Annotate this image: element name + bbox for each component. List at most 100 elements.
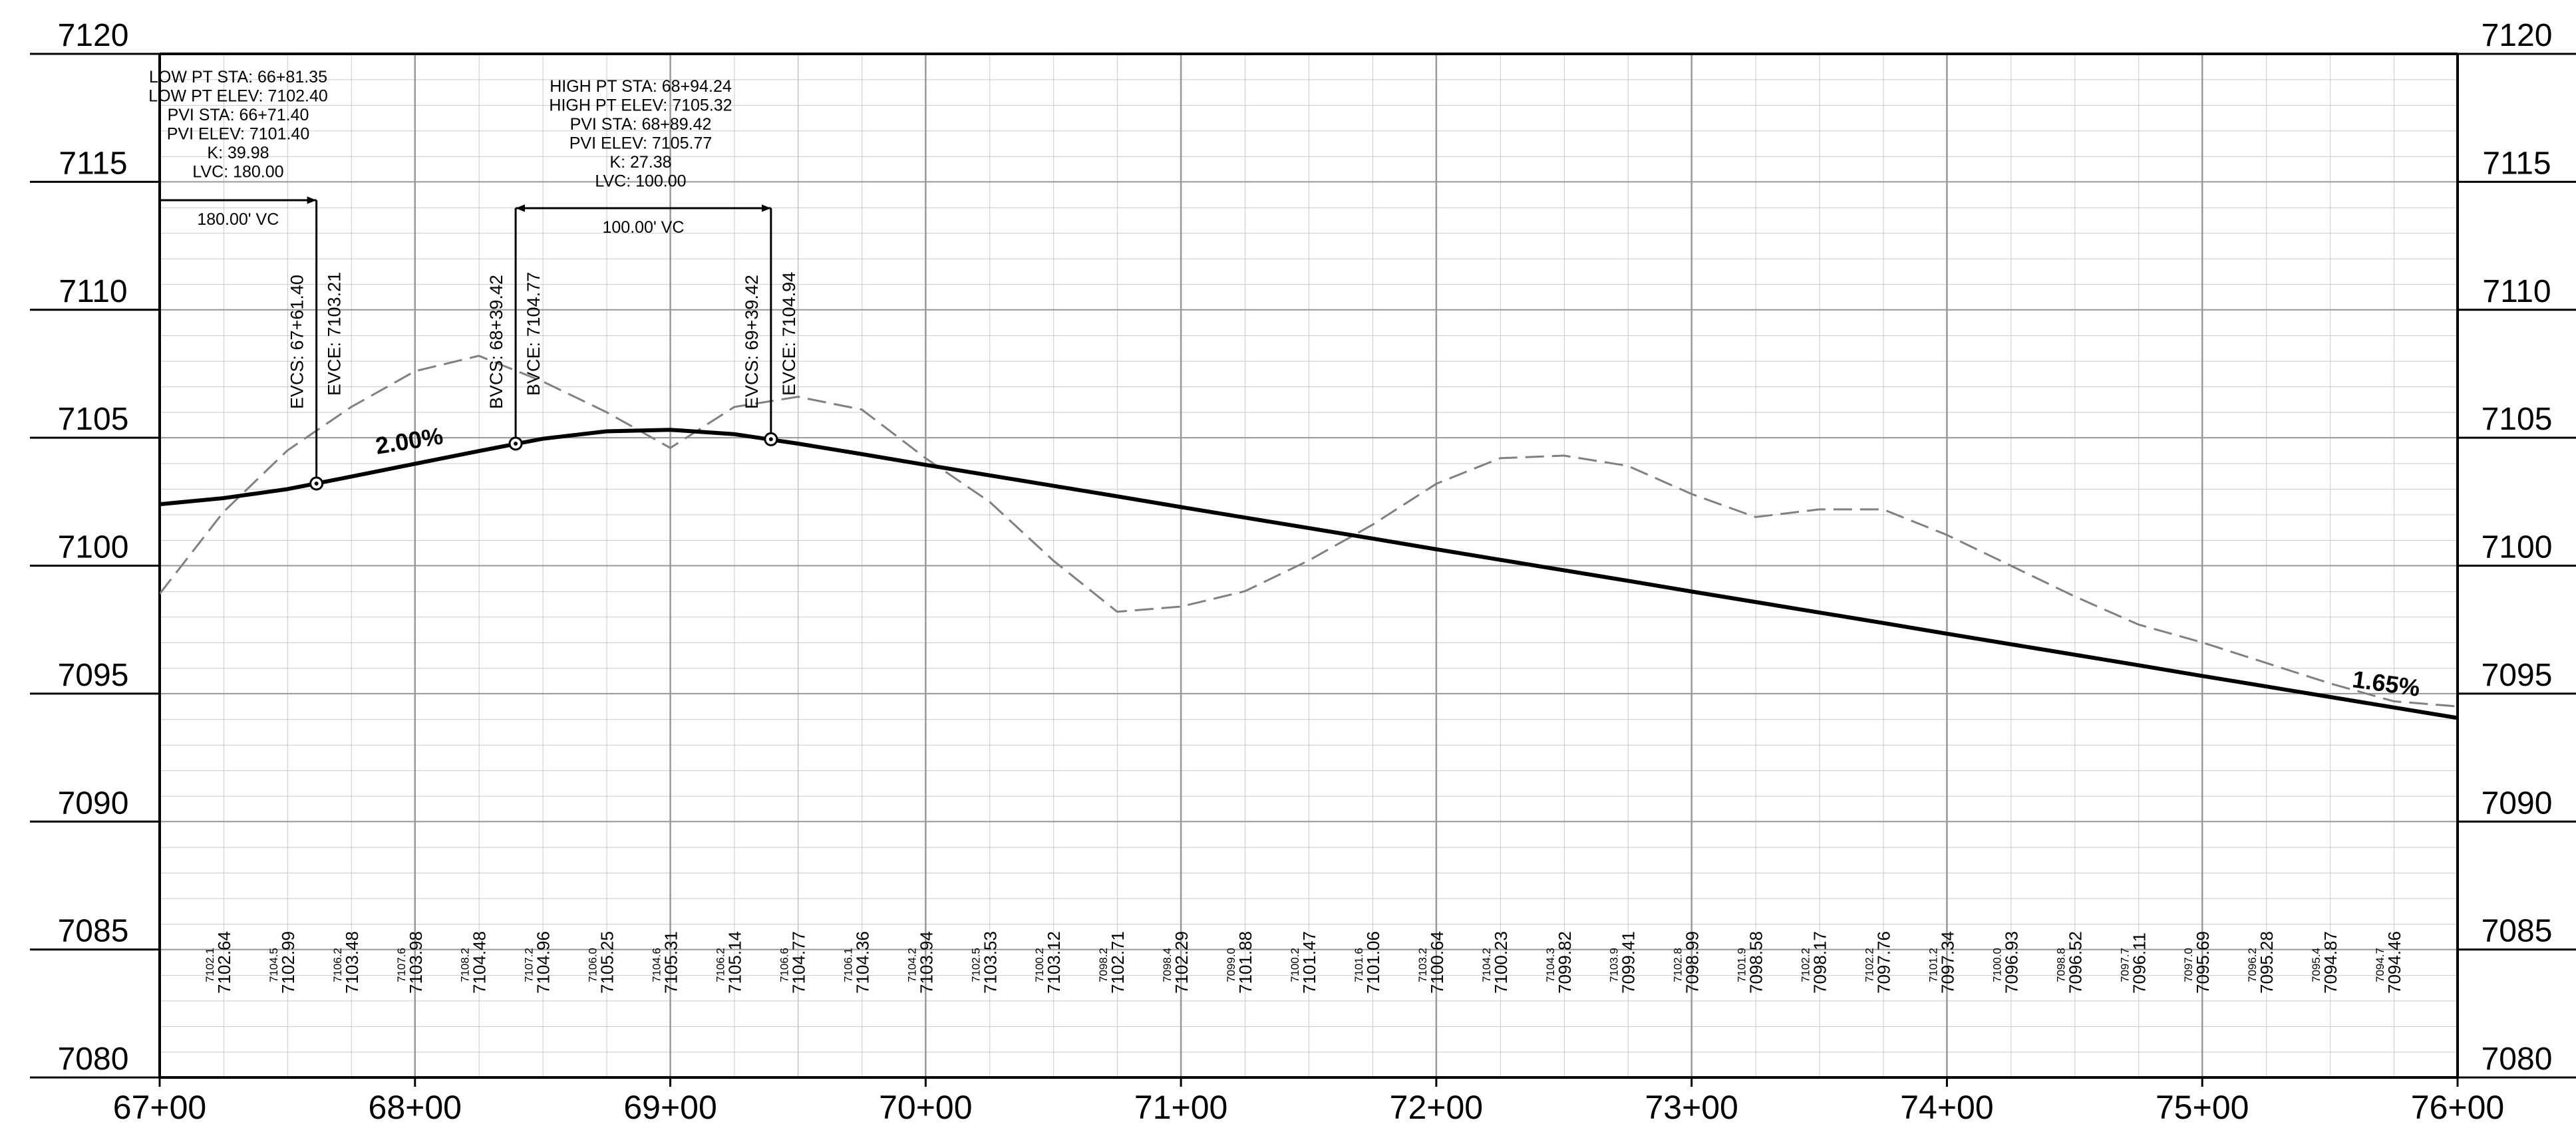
x-tick-label: 72+00 <box>1390 1089 1483 1126</box>
y-tick-label: 7110 <box>2482 274 2551 309</box>
proposed-elev-label: 7100.23 <box>1491 931 1511 994</box>
existing-elev-label: 7099.0 <box>1225 948 1237 982</box>
proposed-elev-label: 7102.99 <box>278 931 298 994</box>
proposed-elev-label: 7101.06 <box>1363 931 1383 994</box>
proposed-elev-label: 7103.48 <box>342 931 362 994</box>
curve-point-dot <box>314 481 319 486</box>
existing-elev-label: 7100.0 <box>1991 948 2003 982</box>
proposed-grade-line <box>160 428 2458 720</box>
curve-point-dot <box>514 441 518 446</box>
proposed-elev-label: 7103.94 <box>916 931 936 994</box>
y-tick-label: 7080 <box>2482 1042 2553 1077</box>
y-tick-label: 7080 <box>58 1042 129 1077</box>
curve-info: LOW PT ELEV: 7102.40 <box>148 87 328 106</box>
existing-elev-label: 7101.6 <box>1353 948 1365 982</box>
y-tick-label: 7105 <box>58 402 129 437</box>
curve-info: LVC: 100.00 <box>595 172 686 191</box>
proposed-elev-label: 7096.52 <box>2065 931 2085 994</box>
y-tick-label: 7095 <box>2482 658 2553 693</box>
existing-elev-label: 7102.2 <box>1863 948 1876 982</box>
station-label: BVCS: 68+39.42 <box>486 275 506 409</box>
proposed-elev-label: 7097.34 <box>1937 931 1957 994</box>
proposed-elev-label: 7098.99 <box>1683 931 1702 994</box>
curve-info: PVI STA: 66+71.40 <box>168 106 309 124</box>
existing-elev-label: 7103.9 <box>1608 948 1621 982</box>
proposed-elev-label: 7104.48 <box>470 931 490 994</box>
vc-length-label: 100.00' VC <box>602 218 684 237</box>
y-tick-label: 7115 <box>2482 146 2551 181</box>
y-tick-label: 7115 <box>59 146 127 181</box>
proposed-elev-label: 7097.76 <box>1874 931 1894 994</box>
y-tick-label: 7085 <box>2482 914 2553 949</box>
proposed-elev-label: 7105.25 <box>597 931 617 994</box>
existing-elev-label: 7101.9 <box>1736 948 1748 982</box>
proposed-elev-label: 7096.11 <box>2129 932 2149 994</box>
proposed-elev-label: 7098.17 <box>1810 931 1830 994</box>
proposed-elev-label: 7102.64 <box>214 931 234 994</box>
existing-elev-label: 7106.0 <box>587 948 599 982</box>
x-tick-label: 67+00 <box>113 1089 206 1126</box>
proposed-elev-label: 7102.29 <box>1172 931 1192 994</box>
curve-info: HIGH PT ELEV: 7105.32 <box>549 96 732 115</box>
existing-elev-label: 7098.4 <box>1161 948 1174 982</box>
proposed-elev-label: 7104.96 <box>534 931 554 994</box>
y-tick-label: 7110 <box>59 274 127 309</box>
existing-elev-label: 7094.7 <box>2374 948 2386 982</box>
proposed-elev-label: 7105.14 <box>725 931 745 994</box>
existing-elev-label: 7097.0 <box>2182 948 2195 982</box>
existing-elev-label: 7106.2 <box>715 948 727 982</box>
existing-elev-label: 7096.2 <box>2246 948 2259 982</box>
elev-label: BVCE: 7104.77 <box>524 272 544 396</box>
existing-elev-label: 7103.2 <box>1416 948 1429 982</box>
x-tick-label: 75+00 <box>2156 1089 2249 1126</box>
existing-elev-label: 7102.8 <box>1672 948 1685 982</box>
existing-elev-label: 7098.2 <box>1097 948 1110 982</box>
proposed-elev-label: 7095.69 <box>2193 931 2213 994</box>
existing-elev-label: 7104.6 <box>651 948 663 982</box>
proposed-elev-label: 7094.87 <box>2321 931 2340 994</box>
curve-info: PVI ELEV: 7101.40 <box>167 125 310 144</box>
proposed-elev-label: 7098.58 <box>1746 931 1766 994</box>
vc-length-label: 180.00' VC <box>197 210 279 229</box>
proposed-elev-label: 7102.71 <box>1108 931 1128 994</box>
curve-info: K: 39.98 <box>207 144 269 162</box>
existing-elev-label: 7098.8 <box>2054 948 2067 982</box>
y-tick-label: 7120 <box>2482 18 2553 53</box>
x-tick-label: 68+00 <box>369 1089 462 1126</box>
proposed-elev-label: 7096.93 <box>2001 931 2021 994</box>
proposed-elev-label: 7099.82 <box>1555 931 1575 994</box>
x-tick-label: 69+00 <box>623 1089 717 1126</box>
y-tick-label: 7120 <box>58 18 129 53</box>
y-tick-label: 7090 <box>58 785 129 821</box>
proposed-elev-label: 7103.98 <box>406 931 426 994</box>
x-tick-label: 74+00 <box>1900 1089 1993 1126</box>
existing-elev-label: 7104.3 <box>1544 948 1557 982</box>
y-tick-label: 7085 <box>58 914 129 949</box>
existing-elev-label: 7102.1 <box>204 948 216 982</box>
proposed-elev-label: 7104.77 <box>788 931 808 994</box>
curve-point-dot <box>768 437 773 442</box>
existing-elev-label: 7095.4 <box>2310 948 2323 982</box>
existing-elev-label: 7107.6 <box>395 948 408 982</box>
proposed-elev-label: 7101.47 <box>1299 931 1319 994</box>
elev-label: EVCE: 7103.21 <box>325 272 345 396</box>
proposed-elev-label: 7103.53 <box>980 931 1000 994</box>
y-tick-label: 7105 <box>2482 402 2553 437</box>
proposed-elev-label: 7103.12 <box>1044 931 1064 994</box>
x-tick-label: 76+00 <box>2411 1089 2504 1126</box>
existing-elev-label: 7108.2 <box>459 948 472 982</box>
existing-elev-label: 7100.2 <box>1289 948 1301 982</box>
existing-elev-label: 7107.2 <box>523 948 536 982</box>
existing-elev-label: 7104.2 <box>905 948 918 982</box>
proposed-elev-label: 7100.64 <box>1427 931 1447 994</box>
existing-elev-label: 7104.2 <box>1480 948 1493 982</box>
y-tick-label: 7100 <box>58 530 129 565</box>
existing-elev-label: 7104.5 <box>267 948 280 982</box>
y-tick-label: 7090 <box>2482 785 2553 821</box>
y-tick-label: 7095 <box>58 658 129 693</box>
curve-info: LVC: 180.00 <box>192 163 283 182</box>
existing-elev-label: 7106.6 <box>778 948 790 982</box>
curve-info: HIGH PT STA: 68+94.24 <box>550 77 732 96</box>
